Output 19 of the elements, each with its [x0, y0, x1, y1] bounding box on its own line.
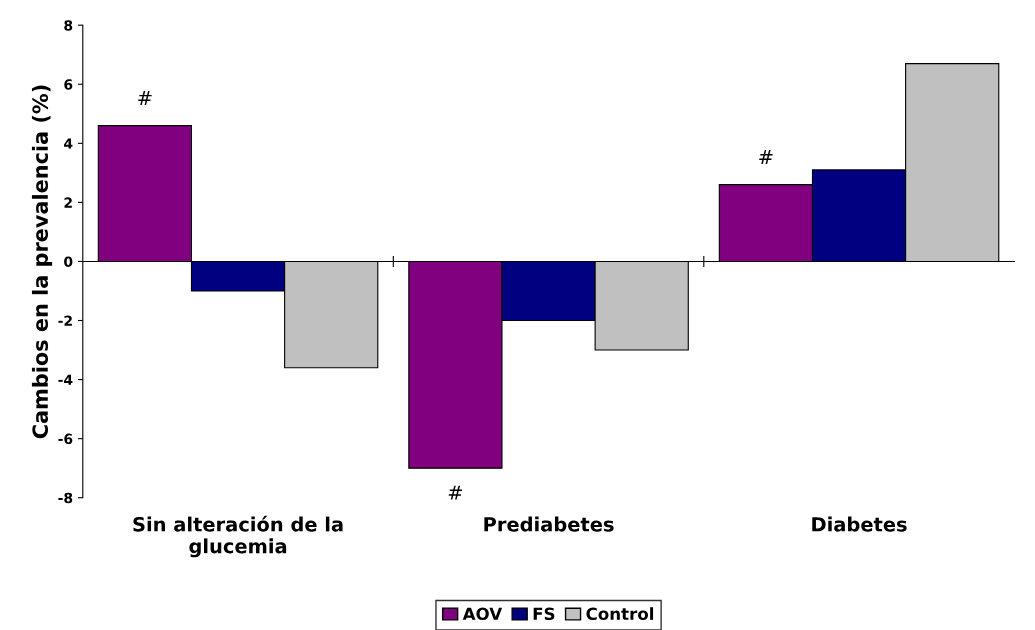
x-tick-label: Prediabetes — [484, 516, 614, 532]
y-tick-label: 8 — [64, 20, 73, 31]
y-tick-label: 2 — [64, 197, 72, 208]
y-axis-title: Cambios en la prevalencia (%) — [31, 85, 53, 439]
annotation: # — [448, 485, 463, 500]
legend-label: FS — [533, 607, 555, 621]
y-tick-label: 6 — [64, 79, 73, 90]
y-tick-label: 0 — [64, 256, 73, 267]
annotation: # — [759, 150, 773, 164]
y-tick-label: -8 — [58, 492, 73, 504]
y-tick-label: -6 — [58, 433, 73, 445]
y-tick-label: 4 — [64, 138, 73, 149]
annotation: # — [138, 90, 152, 105]
x-tick-label: Diabetes — [812, 516, 907, 532]
legend-label: AOV — [462, 607, 503, 621]
x-tick-label: Sin alteración de la glucemia — [133, 515, 343, 558]
y-tick-label: -4 — [58, 374, 73, 385]
y-tick-label: -2 — [58, 315, 72, 326]
legend-label: Control — [586, 607, 654, 621]
